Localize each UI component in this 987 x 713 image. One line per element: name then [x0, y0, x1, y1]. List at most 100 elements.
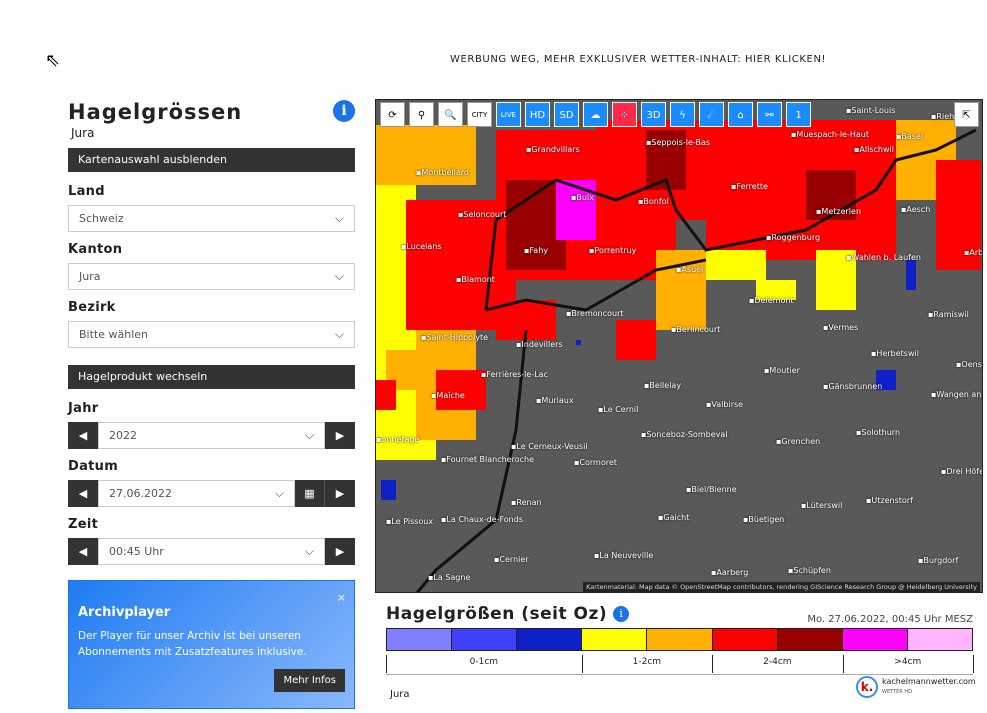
- town-label: ▪Cormoret: [574, 458, 617, 467]
- hail-cell: [556, 180, 596, 240]
- map-toolbar: ⟳ ⚲ 🔍 CITY LIVE HD SD ☁ ⁘ 3D ϟ ☄ ⌂ ⚯ 1: [380, 102, 811, 127]
- town-label: ▪La Sagne: [428, 573, 471, 582]
- town-label: ▪Moutier: [764, 366, 800, 375]
- lightning-icon[interactable]: ϟ: [670, 102, 695, 127]
- date-select[interactable]: 27.06.2022 ⌵: [98, 480, 295, 507]
- town-label: ▪Wahlen b. Laufen: [846, 253, 921, 262]
- next-time-button[interactable]: ▶: [325, 538, 355, 565]
- more-info-button[interactable]: Mehr Infos: [274, 669, 345, 692]
- chevron-down-icon: ⌵: [304, 544, 314, 558]
- meteor-icon[interactable]: ☄: [699, 102, 724, 127]
- change-product-button[interactable]: Hagelprodukt wechseln: [68, 365, 355, 389]
- town-label: ▪Gänsbrunnen: [823, 382, 883, 391]
- scale-range-label: >4cm: [894, 657, 922, 667]
- hail-cell: [656, 250, 706, 330]
- live-radar-icon[interactable]: LIVE: [496, 102, 521, 127]
- bezirk-value: Bitte wählen: [79, 328, 148, 341]
- next-year-button[interactable]: ▶: [325, 422, 355, 449]
- flood-icon[interactable]: ⌂: [728, 102, 753, 127]
- refresh-icon[interactable]: ⟳: [380, 102, 405, 127]
- radar-1-icon[interactable]: 1: [786, 102, 811, 127]
- year-select[interactable]: 2022 ⌵: [98, 422, 325, 449]
- prev-time-button[interactable]: ◀: [68, 538, 98, 565]
- town-label: ▪Metzerlen: [816, 207, 862, 216]
- town-label: ▪Ramiswil: [928, 310, 969, 319]
- scale-swatch: [712, 629, 778, 650]
- hail-icon[interactable]: ⁘: [612, 102, 637, 127]
- scale-tick: [712, 655, 714, 673]
- archivplayer-promo: × Archivplayer Der Player für unser Arch…: [68, 580, 355, 709]
- land-label: Land: [68, 184, 105, 199]
- close-icon[interactable]: ×: [336, 591, 346, 604]
- town-label: ▪Aarberg: [711, 568, 749, 577]
- hail-cell: [816, 250, 856, 310]
- radar-3d-icon[interactable]: 3D: [641, 102, 666, 127]
- hail-cell: [616, 320, 656, 360]
- town-label: ▪Blamont: [456, 275, 495, 284]
- hail-cell: [906, 260, 916, 290]
- radar-sd-icon[interactable]: SD: [554, 102, 579, 127]
- town-label: ▪Fournet Blancheroche: [441, 455, 534, 464]
- toggle-map-selection-button[interactable]: Kartenauswahl ausblenden: [68, 148, 355, 172]
- promo-text: Der Player für unser Archiv ist bei unse…: [78, 630, 307, 658]
- town-label: ▪Gaicht: [658, 513, 690, 522]
- next-date-button[interactable]: ▶: [325, 480, 355, 507]
- town-label: ▪Saint-Hippolyte: [421, 333, 489, 342]
- scale-range-label: 2-4cm: [763, 657, 792, 667]
- scale-tick: [842, 655, 844, 673]
- jahr-label: Jahr: [68, 401, 99, 416]
- scale-range-label: 0-1cm: [469, 657, 499, 667]
- radar-hd-icon[interactable]: HD: [525, 102, 550, 127]
- town-label: ▪Wangen an der Aare: [931, 390, 982, 399]
- info-icon[interactable]: i: [613, 606, 630, 622]
- scale-swatch: [777, 629, 843, 650]
- chevron-down-icon: ⌵: [304, 428, 314, 442]
- scale-swatch: [647, 629, 713, 650]
- town-label: ▪Fahy: [524, 246, 548, 255]
- hail-cell: [876, 370, 896, 390]
- page-title: Hagelgrössen: [68, 100, 243, 124]
- town-label: ▪Basel: [896, 132, 924, 141]
- hail-map[interactable]: ▪Saint-Louis ▪Riehen ▪Basel ▪Grandvillars ▪S…: [375, 99, 983, 593]
- prev-year-button[interactable]: ◀: [68, 422, 98, 449]
- time-select[interactable]: 00:45 Uhr ⌵: [98, 538, 325, 565]
- footer-region: Jura: [390, 689, 410, 700]
- bezirk-select[interactable]: Bitte wählen ⌵: [68, 321, 355, 348]
- sidebar: Hagelgrössen i Jura Kartenauswahl ausble…: [68, 100, 355, 575]
- town-label: ▪Bellelay: [644, 381, 682, 390]
- share-icon[interactable]: ⇱: [954, 102, 979, 127]
- year-value: 2022: [109, 429, 137, 442]
- location-pin-icon[interactable]: ⚲: [409, 102, 434, 127]
- town-label: ▪Grenchen: [776, 437, 821, 446]
- scale-swatch: [842, 629, 908, 650]
- town-label: ▪Le Cernil: [598, 405, 639, 414]
- zoom-icon[interactable]: 🔍: [438, 102, 463, 127]
- datum-label: Datum: [68, 459, 119, 474]
- hail-cell: [376, 125, 476, 185]
- prev-date-button[interactable]: ◀: [68, 480, 98, 507]
- town-label: ▪Bonfol: [638, 197, 669, 206]
- ad-link[interactable]: WERBUNG WEG, MEHR EXKLUSIVER WETTER-INHA…: [450, 54, 827, 65]
- satellite-icon[interactable]: ⚯: [757, 102, 782, 127]
- land-select[interactable]: Schweiz ⌵: [68, 205, 355, 232]
- promo-title: Archivplayer: [78, 605, 171, 620]
- town-label: ▪Muespach-le-Haut: [791, 130, 869, 139]
- calendar-icon[interactable]: ▦: [295, 480, 325, 507]
- scale-range-label: 1-2cm: [632, 657, 662, 667]
- mouse-cursor: ⇖: [45, 50, 61, 71]
- scale-tick: [581, 655, 583, 673]
- scale-swatch: [387, 629, 453, 650]
- legend: Hagelgrößen (seit Oz) i Mo. 27.06.2022, 0…: [386, 604, 974, 675]
- town-label: ▪Seppois-le-Bas: [646, 138, 711, 147]
- city-icon[interactable]: CITY: [467, 102, 492, 127]
- storm-icon[interactable]: ☁: [583, 102, 608, 127]
- info-icon[interactable]: i: [333, 100, 355, 122]
- logo-name: kachelmannwetter.com: [882, 677, 976, 686]
- town-label: ▪Riehen: [931, 112, 965, 121]
- kachelmann-logo[interactable]: k. kachelmannwetter.com WETTER HD: [856, 676, 976, 698]
- town-label: ▪Ferrette: [731, 182, 768, 191]
- kanton-select[interactable]: Jura ⌵: [68, 263, 355, 290]
- map-attribution: Kartenmaterial: Map data © OpenStreetMap…: [583, 582, 980, 592]
- legend-date: Mo. 27.06.2022, 00:45 Uhr MESZ: [807, 614, 973, 625]
- town-label: ▪Valbirse: [706, 400, 744, 409]
